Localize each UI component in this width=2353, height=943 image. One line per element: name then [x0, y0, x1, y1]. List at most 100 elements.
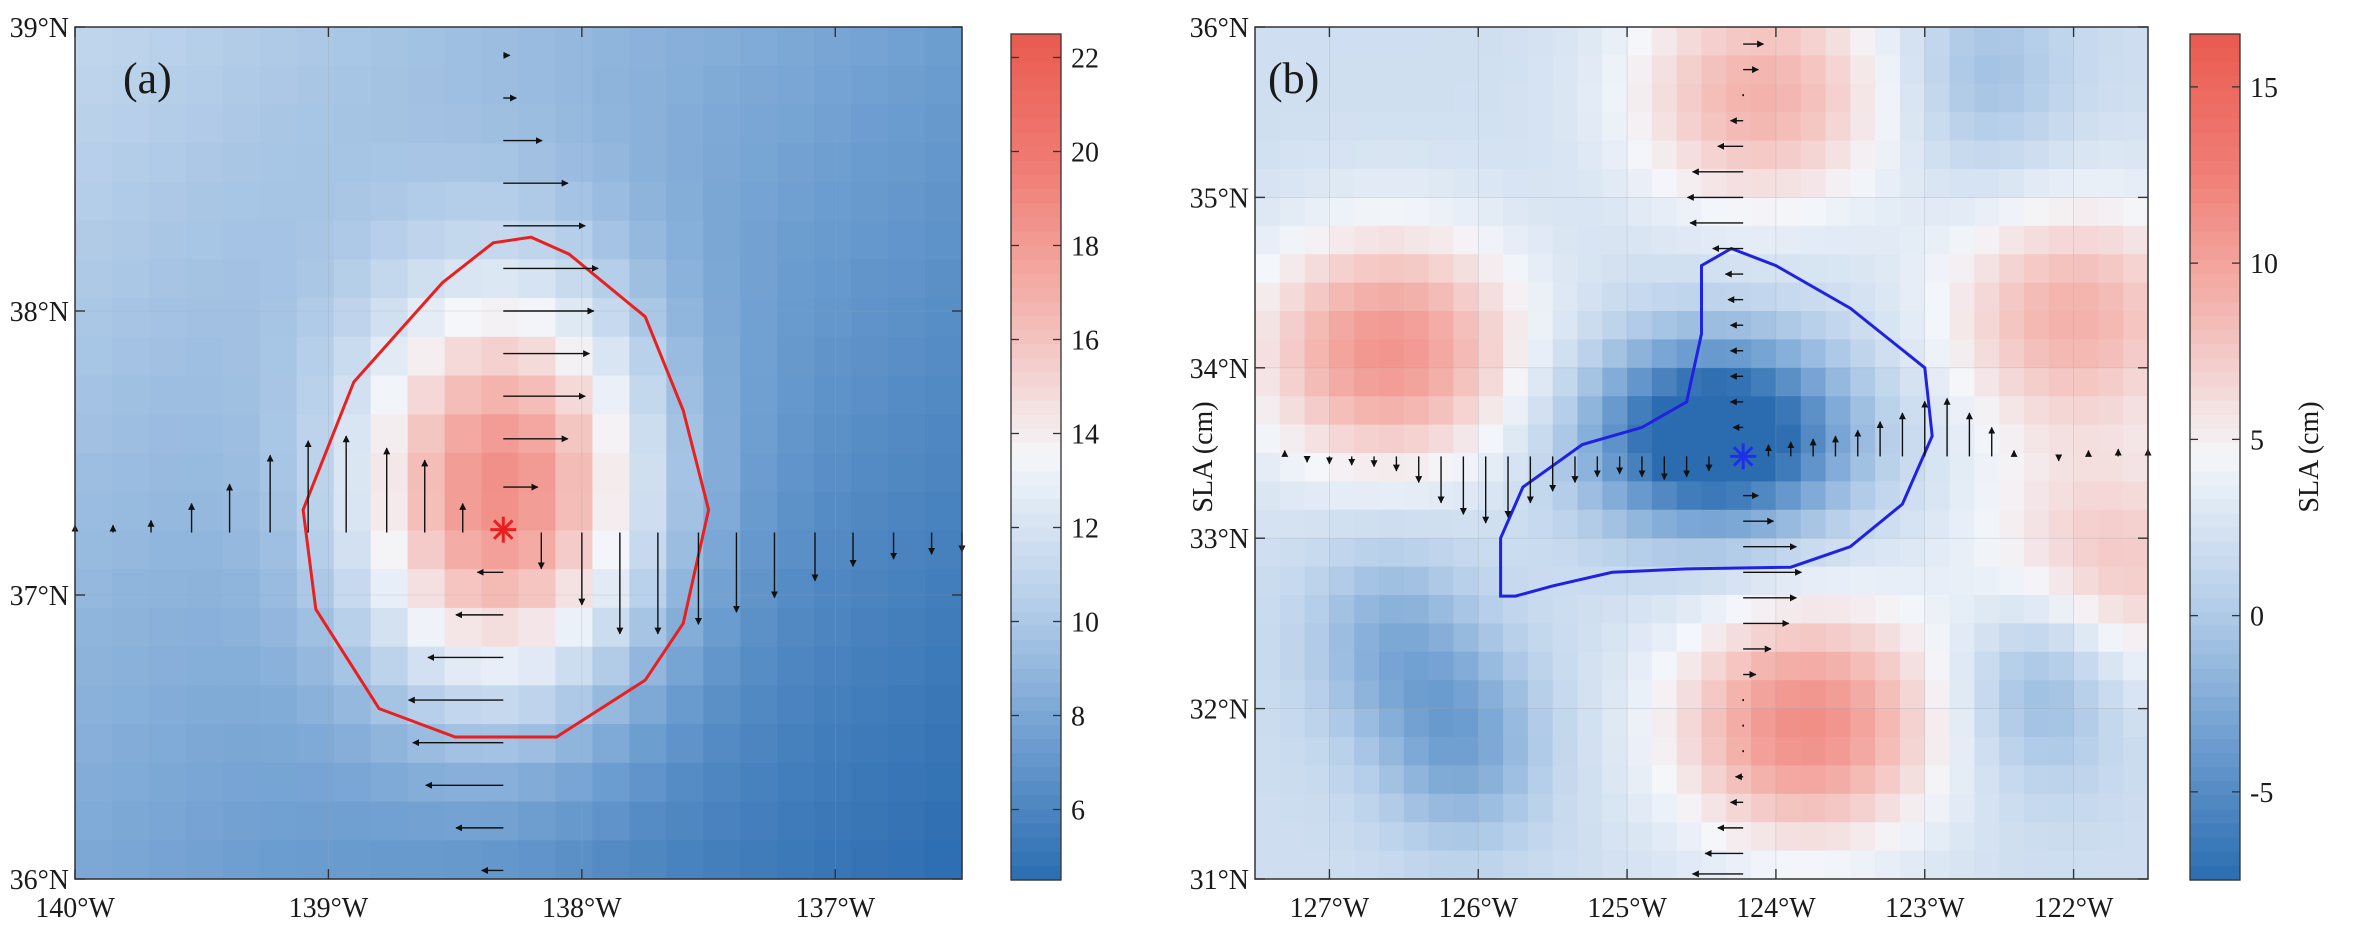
colorbar-segment: [1011, 203, 1061, 218]
heatmap-cell: [2048, 481, 2075, 511]
heatmap-cell: [925, 685, 963, 725]
heatmap-cell: [1924, 311, 1951, 340]
heatmap-cell: [629, 375, 667, 415]
heatmap-cell: [407, 104, 446, 144]
heatmap-cell: [1651, 424, 1678, 454]
heatmap-cell: [1527, 424, 1554, 454]
heatmap-cell: [2048, 822, 2075, 852]
heatmap-cell: [148, 259, 187, 299]
heatmap-cell: [1403, 850, 1430, 880]
heatmap-cell: [2048, 55, 2075, 85]
heatmap-cell: [1676, 140, 1703, 170]
heatmap-cell: [1974, 367, 2000, 397]
heatmap-cell: [1503, 367, 1529, 397]
heatmap-cell: [1627, 595, 1653, 624]
heatmap-cell: [1999, 169, 2025, 198]
heatmap-cell: [148, 65, 187, 106]
heatmap-cell: [1949, 424, 1975, 454]
heatmap-cell: [1329, 169, 1355, 198]
heatmap-cell: [1775, 112, 1802, 142]
heatmap-cell: [2023, 225, 2050, 255]
heatmap-cell: [1453, 396, 1479, 426]
heatmap-cell: [333, 27, 372, 67]
heatmap-cell: [1800, 765, 1827, 795]
colorbar-segment: [2190, 457, 2240, 472]
heatmap-cell: [1527, 538, 1554, 568]
heatmap-cell: [1676, 311, 1703, 340]
x-tick-label: 125°W: [1587, 893, 1667, 924]
heatmap-cell: [1279, 112, 1306, 142]
heatmap-cell: [1329, 197, 1355, 227]
heatmap-cell: [148, 143, 187, 183]
heatmap-cell: [1304, 708, 1331, 738]
heatmap-cell: [1825, 765, 1851, 795]
heatmap-cell: [888, 453, 926, 493]
heatmap-cell: [1577, 453, 1603, 482]
y-tick-label: 36°N: [10, 865, 69, 896]
heatmap-cell: [1304, 311, 1331, 340]
heatmap-cell: [111, 143, 150, 183]
heatmap-cell: [1676, 509, 1703, 539]
heatmap-cell: [1627, 651, 1653, 681]
heatmap-cell: [592, 65, 630, 106]
heatmap-cell: [2123, 680, 2149, 710]
heatmap-cell: [407, 491, 446, 532]
heatmap-cell: [1974, 311, 2000, 340]
heatmap-cell: [777, 801, 815, 841]
heatmap-cell: [740, 762, 778, 803]
heatmap-cell: [1627, 708, 1653, 738]
colorbar-segment: [1011, 527, 1061, 543]
colorbar-segment: [1011, 795, 1061, 811]
heatmap-cell: [1478, 765, 1504, 795]
heatmap-cell: [407, 530, 446, 570]
heatmap-cell: [1676, 27, 1703, 56]
heatmap-cell: [666, 143, 704, 183]
heatmap-cell: [1255, 651, 1281, 681]
heatmap-cell: [1751, 140, 1777, 170]
heatmap-cell: [555, 840, 594, 880]
heatmap-cell: [555, 530, 594, 570]
heatmap-cell: [1949, 311, 1975, 340]
heatmap-cell: [407, 453, 446, 493]
heatmap-cell: [888, 569, 926, 609]
heatmap-cell: [925, 453, 963, 493]
colorbar-title-b: SLA (cm): [2294, 401, 2325, 512]
heatmap-cell: [2123, 651, 2149, 681]
heatmap-cell: [592, 530, 630, 570]
heatmap-cell: [555, 220, 594, 260]
heatmap-cell: [1329, 538, 1355, 568]
heatmap-cell: [1627, 282, 1653, 312]
heatmap-cell: [1676, 424, 1703, 454]
heatmap-cell: [148, 801, 187, 841]
heatmap-cell: [1279, 140, 1306, 170]
colorbar-segment: [2190, 809, 2240, 825]
heatmap-cell: [185, 375, 224, 415]
heatmap-cell: [2123, 112, 2149, 142]
heatmap-cell: [185, 646, 224, 686]
heatmap-cell: [1329, 509, 1355, 539]
heatmap-cell: [629, 453, 667, 493]
heatmap-cell: [1304, 55, 1331, 85]
colorbar-segment: [2190, 104, 2240, 120]
heatmap-cell: [333, 491, 372, 532]
heatmap-cell: [666, 298, 704, 338]
colorbar-segment: [1011, 541, 1061, 557]
heatmap-cell: [222, 181, 261, 222]
heatmap-cell: [2098, 595, 2124, 624]
heatmap-cell: [1354, 793, 1380, 823]
heatmap-cell: [1453, 197, 1479, 227]
heatmap-cell: [1701, 765, 1727, 795]
heatmap-cell: [1379, 27, 1405, 56]
heatmap-cell: [1354, 765, 1380, 795]
heatmap-cell: [1676, 83, 1703, 113]
heatmap-cell: [111, 27, 150, 67]
heatmap-cell: [1726, 680, 1752, 710]
heatmap-cell: [1875, 850, 1901, 880]
heatmap-cell: [75, 607, 113, 648]
heatmap-cell: [1924, 197, 1951, 227]
heatmap-cell: [1304, 623, 1331, 653]
heatmap-cell: [296, 143, 335, 183]
heatmap-cell: [518, 298, 557, 338]
heatmap-cell: [1751, 595, 1777, 624]
heatmap-cell: [1304, 83, 1331, 113]
